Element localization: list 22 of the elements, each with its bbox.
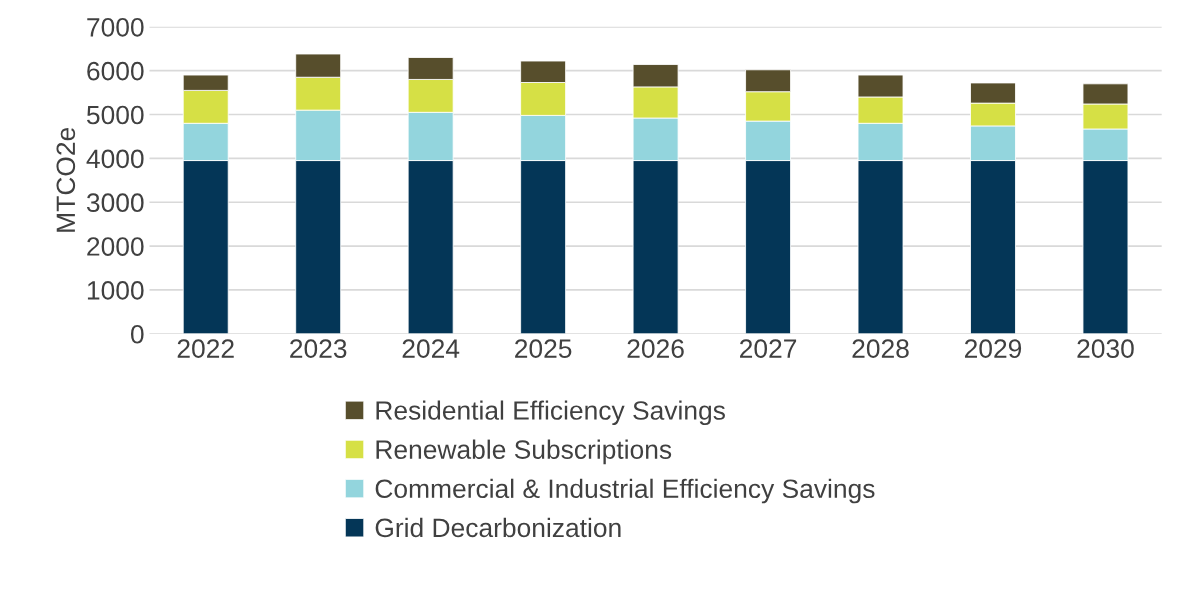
x-tick-label: 2022: [177, 339, 234, 358]
x-tick-label: 2029: [964, 339, 1022, 358]
legend-label: Grid Decarbonization: [375, 517, 621, 538]
legend-label: Renewable Subscriptions: [376, 439, 672, 465]
x-tick-label: 2028: [852, 339, 909, 358]
y-tick-label: 5000: [86, 105, 144, 125]
y-tick-label: 7000: [87, 17, 144, 37]
y-tick-label: 0: [130, 324, 144, 344]
legend-label: Commercial & Industrial Efficiency Savings: [375, 478, 875, 504]
y-axis-title: MTCO2e: [56, 127, 76, 232]
legend-label: Residential Efficiency Savings: [376, 400, 725, 426]
y-tick-label: 1000: [87, 281, 144, 300]
x-tick-label: 2025: [515, 339, 572, 358]
x-tick-label: 2026: [627, 339, 684, 358]
x-tick-label: 2027: [740, 339, 797, 358]
x-tick-label: 2024: [402, 339, 460, 358]
y-tick-label: 4000: [86, 149, 144, 169]
x-tick-label: 2030: [1077, 339, 1134, 358]
y-tick-label: 6000: [87, 61, 144, 81]
y-tick-label: 3000: [86, 193, 144, 213]
y-tick-label: 2000: [87, 237, 144, 256]
x-tick-label: 2023: [290, 339, 347, 358]
